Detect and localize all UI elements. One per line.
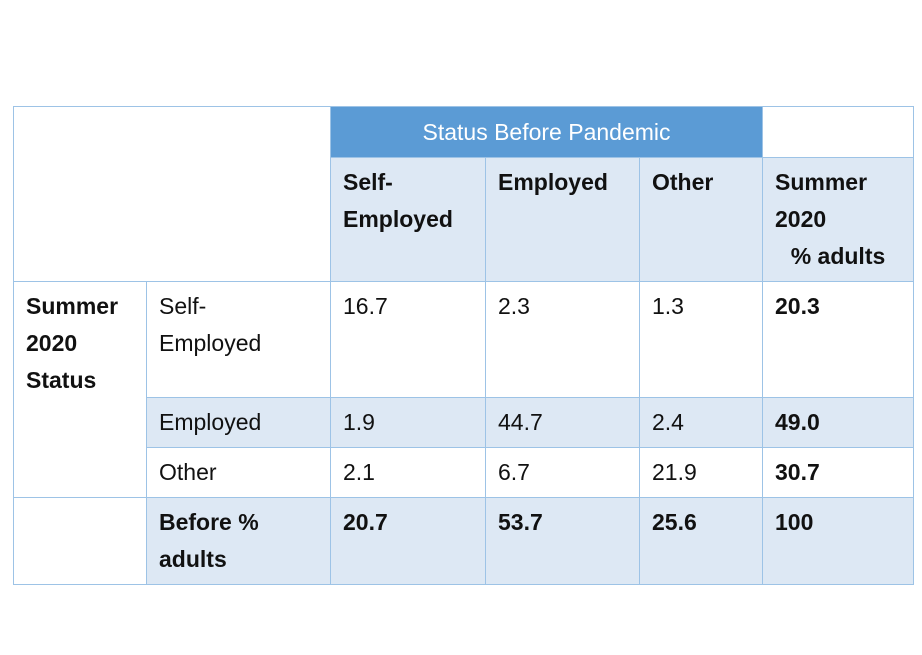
footer-total: 100 (762, 497, 914, 585)
cell-value: 21.9 (639, 447, 763, 498)
cell-value: 2.1 (330, 447, 486, 498)
row-group-label-line3: Status (26, 367, 97, 393)
row-label-line1: Self- (159, 293, 207, 319)
cell-value: 6.7 (485, 447, 640, 498)
cell-total: 20.3 (762, 281, 914, 398)
column-header-row: Self- Employed Employed Other Summer 202… (14, 157, 914, 282)
row-label-line2: Employed (159, 330, 262, 356)
row-label-other: Other (146, 447, 331, 498)
footer-value: 20.7 (330, 497, 486, 585)
banner-empty-cell (762, 106, 914, 158)
col-header-self-employed: Self- Employed (330, 157, 486, 282)
footer-label-line1: Before % (159, 509, 259, 535)
cell-value: 1.9 (330, 397, 486, 448)
footer-row: Before % adults 20.7 53.7 25.6 100 (13, 497, 914, 585)
col-header-summer-line1: Summer (775, 169, 868, 195)
table-row: Other 2.1 6.7 21.9 30.7 (14, 447, 914, 498)
cell-value: 16.7 (330, 281, 486, 398)
row-label-employed: Employed (146, 397, 331, 448)
cell-value: 1.3 (639, 281, 763, 398)
cell-value: 2.3 (485, 281, 640, 398)
status-transition-table: Status Before Pandemic Self- Employed Em… (13, 106, 914, 585)
col-header-summer-line2: 2020 (775, 206, 827, 232)
col-header-summer-pct: Summer 2020 % adults (762, 157, 914, 282)
footer-value: 53.7 (485, 497, 640, 585)
footer-value: 25.6 (639, 497, 763, 585)
banner-row: Status Before Pandemic (13, 106, 914, 282)
cell-total: 30.7 (762, 447, 914, 498)
footer-label-line2: adults (159, 546, 227, 572)
status-table-container: Status Before Pandemic Self- Employed Em… (13, 106, 914, 585)
row-group-label: Summer 2020 Status (13, 281, 147, 498)
cell-total: 49.0 (762, 397, 914, 448)
cell-value: 44.7 (485, 397, 640, 448)
footer-empty-cell (13, 497, 147, 585)
row-group-label-line1: Summer (26, 293, 119, 319)
banner-status-before-pandemic: Status Before Pandemic (330, 106, 763, 158)
col-header-summer-line3: % adults (790, 243, 886, 269)
footer-label: Before % adults (146, 497, 331, 585)
table-row: Summer 2020 Status Self- Employed 16.7 2… (13, 281, 914, 498)
row-group-label-line2: 2020 (26, 330, 78, 356)
cell-value: 2.4 (639, 397, 763, 448)
col-header-self-employed-line2: Employed (343, 206, 453, 232)
col-header-other: Other (639, 157, 763, 282)
corner-empty-cell (13, 106, 331, 282)
table-row: Employed 1.9 44.7 2.4 49.0 (14, 397, 914, 448)
row-label-self-employed: Self- Employed (146, 281, 331, 398)
col-header-self-employed-line1: Self- (343, 169, 393, 195)
col-header-employed: Employed (485, 157, 640, 282)
